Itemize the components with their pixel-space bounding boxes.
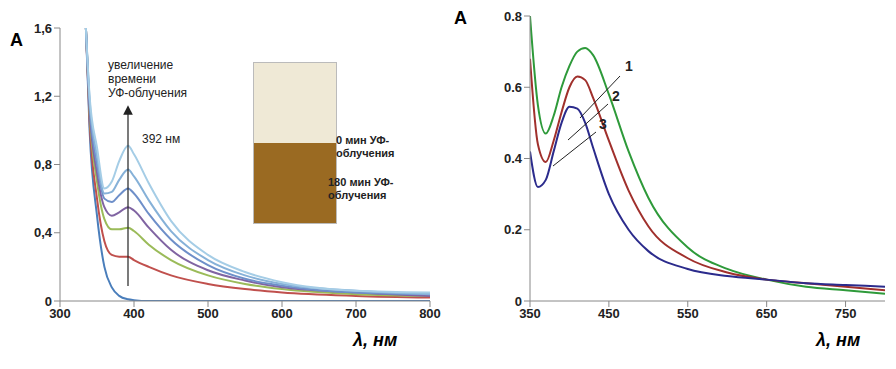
svg-text:0.4: 0.4 xyxy=(504,151,523,166)
html-text:УФ-облучения: УФ-облучения xyxy=(108,86,188,100)
html-text:времени: времени xyxy=(108,72,156,86)
svg-text:300: 300 xyxy=(49,306,71,321)
html-text:180 мин УФ-облучения: 180 мин УФ-облучения xyxy=(328,176,394,201)
svg-text:600: 600 xyxy=(271,306,293,321)
html-text:392 нм: 392 нм xyxy=(142,132,181,146)
svg-text:750: 750 xyxy=(835,306,857,321)
svg-text:550: 550 xyxy=(677,306,699,321)
svg-text:0.8: 0.8 xyxy=(504,9,522,24)
svg-text:0: 0 xyxy=(515,294,522,309)
svg-text:0.6: 0.6 xyxy=(504,80,522,95)
html-text:увеличение: увеличение xyxy=(108,58,174,72)
html-text:0 мин УФ-облучения: 0 мин УФ-облучения xyxy=(336,134,395,159)
html-text:2: 2 xyxy=(612,88,620,104)
html-text:1: 1 xyxy=(625,58,633,74)
svg-text:400: 400 xyxy=(123,306,145,321)
svg-text:800: 800 xyxy=(419,306,441,321)
html-text:λ, нм: λ, нм xyxy=(816,330,861,350)
svg-text:1,6: 1,6 xyxy=(34,21,52,36)
svg-text:350: 350 xyxy=(519,306,541,321)
html-text:A: A xyxy=(454,8,467,28)
html-text:λ, нм: λ, нм xyxy=(353,330,398,350)
svg-text:500: 500 xyxy=(197,306,219,321)
svg-text:1,2: 1,2 xyxy=(34,89,52,104)
svg-text:0.2: 0.2 xyxy=(504,222,522,237)
svg-text:0: 0 xyxy=(45,294,52,309)
svg-text:0,4: 0,4 xyxy=(34,225,53,240)
html-text:3: 3 xyxy=(599,116,607,132)
html-text:A: A xyxy=(10,30,23,50)
svg-text:0,8: 0,8 xyxy=(34,157,52,172)
svg-text:650: 650 xyxy=(756,306,778,321)
svg-text:450: 450 xyxy=(598,306,620,321)
svg-text:700: 700 xyxy=(345,306,367,321)
